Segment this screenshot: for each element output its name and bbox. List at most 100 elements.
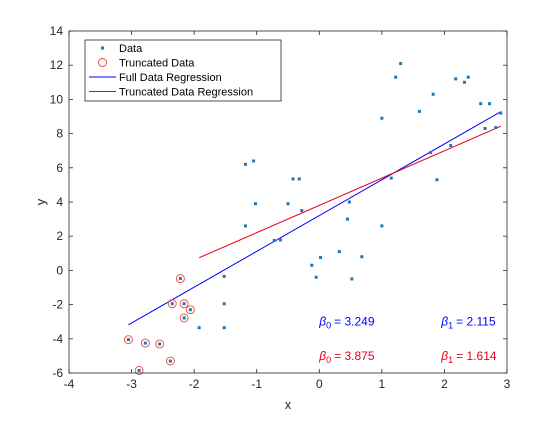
data-point	[449, 144, 453, 148]
data-point	[360, 255, 364, 259]
x-tick-label: 1	[379, 377, 386, 391]
annotation-trunc-beta0: β0 = 3.875	[318, 349, 375, 365]
data-point	[466, 75, 470, 79]
legend-entry: Truncated Data Regression	[89, 87, 253, 99]
y-tick-label: -4	[52, 332, 63, 346]
legend-point-swatch	[101, 46, 104, 50]
legend-entry: Truncated Data	[98, 58, 195, 70]
data-point	[278, 238, 282, 242]
truncated-point-circle	[140, 338, 150, 348]
data-point	[454, 77, 458, 81]
y-tick-label: -2	[52, 298, 63, 312]
data-point	[337, 250, 341, 254]
data-point	[182, 316, 186, 320]
regression-line-full	[128, 111, 501, 326]
data-point	[178, 277, 182, 281]
data-point	[243, 162, 247, 166]
data-point	[479, 102, 483, 106]
annotations: β0 = 3.249 β1 = 2.115 β0 = 3.875 β1 = 1.614	[318, 315, 497, 365]
legend-circle-swatch	[98, 58, 107, 67]
data-point	[310, 263, 314, 267]
data-point	[431, 92, 435, 96]
data-point	[222, 274, 226, 278]
data-point	[347, 200, 351, 204]
data-point	[380, 116, 384, 120]
data-point	[286, 202, 290, 206]
data-point	[314, 275, 318, 279]
y-tick-label: 8	[56, 127, 63, 141]
data-point	[252, 159, 256, 163]
data-point	[197, 326, 201, 330]
data-point	[380, 224, 384, 228]
truncated-point-circle	[123, 335, 133, 345]
y-tick-label: 4	[56, 195, 63, 209]
data-point	[429, 150, 433, 154]
data-point	[170, 302, 174, 306]
truncated-point-circle	[155, 339, 165, 349]
data-point	[137, 368, 141, 372]
data-point	[435, 178, 439, 182]
x-tick-label: -1	[251, 377, 262, 391]
y-tick-label: 12	[50, 58, 64, 72]
y-tick-label: 14	[50, 24, 64, 38]
data-point	[253, 202, 257, 206]
data-point	[243, 224, 247, 228]
data-point	[143, 341, 147, 345]
y-tick-label: 6	[56, 161, 63, 175]
truncated-point-circle	[179, 299, 189, 309]
truncated-point-circle	[134, 365, 144, 375]
data-point	[350, 277, 354, 281]
legend-label: Truncated Data	[119, 58, 195, 70]
annotation-full-beta0: β0 = 3.249	[318, 315, 375, 331]
data-point	[462, 80, 466, 84]
data-point	[394, 75, 398, 79]
truncated-point-circle	[185, 305, 195, 315]
truncated-point-circle	[179, 313, 189, 323]
y-tick-label: 2	[56, 229, 63, 243]
x-tick-label: 3	[504, 377, 511, 391]
x-tick-label: 0	[316, 377, 323, 391]
data-point	[399, 61, 403, 65]
truncated-point-circle	[175, 274, 185, 284]
x-tick-label: -4	[64, 377, 75, 391]
legend: Data Truncated Data Full Data Regression Tr…	[84, 39, 282, 102]
regression-line-truncated	[198, 125, 501, 259]
truncated-point-circle	[165, 356, 175, 366]
x-tick-label: -2	[189, 377, 200, 391]
data-point	[222, 302, 226, 306]
annotation-trunc-beta1: β1 = 1.614	[440, 349, 497, 365]
data-point	[499, 111, 503, 115]
x-tick-label: 2	[441, 377, 448, 391]
y-tick-label: 10	[50, 92, 64, 106]
legend-label: Data	[119, 43, 143, 55]
data-marks	[123, 61, 503, 375]
data-point	[188, 308, 192, 312]
data-point	[168, 359, 172, 363]
data-point	[272, 238, 276, 242]
data-point	[483, 126, 487, 130]
data-point	[417, 109, 421, 113]
data-point	[300, 209, 304, 213]
legend-entry: Full Data Regression	[89, 72, 222, 84]
y-tick-label: -6	[52, 366, 63, 380]
legend-label: Truncated Data Regression	[119, 87, 253, 99]
data-point	[494, 126, 498, 130]
data-point	[487, 102, 491, 106]
legend-box	[84, 39, 282, 102]
x-tick-label: -3	[126, 377, 137, 391]
data-point	[345, 217, 349, 221]
legend-label: Full Data Regression	[119, 72, 222, 84]
y-axis-label: y	[33, 198, 48, 205]
x-axis-label: x	[285, 397, 292, 412]
data-point	[291, 177, 295, 181]
data-point	[389, 176, 393, 180]
truncated-point-circle	[167, 299, 177, 309]
data-point	[182, 302, 186, 306]
y-tick-label: 0	[56, 263, 63, 277]
annotation-full-beta1: β1 = 2.115	[440, 315, 496, 331]
data-point	[158, 342, 162, 346]
data-point	[126, 338, 130, 342]
